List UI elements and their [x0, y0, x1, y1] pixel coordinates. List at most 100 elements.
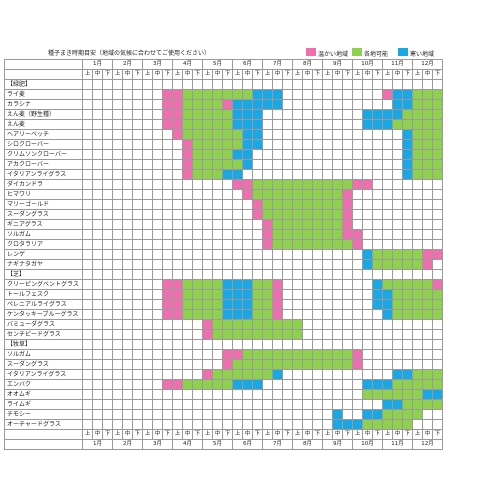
sowing-cell [332, 89, 343, 100]
sowing-cell [412, 169, 423, 180]
sowing-cell [332, 219, 343, 230]
sowing-cell [252, 129, 263, 140]
sowing-cell [402, 79, 413, 90]
sowing-cell [232, 299, 243, 310]
sowing-cell [312, 229, 323, 240]
sowing-cell [182, 319, 193, 330]
sowing-cell [92, 409, 103, 420]
sowing-cell [102, 289, 113, 300]
sowing-cell [162, 159, 173, 170]
sowing-cell [162, 239, 173, 250]
sowing-cell [312, 289, 323, 300]
crop-name: ヘアリーベッチ [4, 129, 83, 140]
period-header: 中 [392, 69, 403, 80]
sowing-cell [122, 329, 133, 340]
sowing-cell [202, 409, 213, 420]
sowing-cell [172, 309, 183, 320]
sowing-cell [262, 319, 273, 330]
sowing-cell [352, 259, 363, 270]
sowing-cell [402, 209, 413, 220]
sowing-cell [142, 319, 153, 330]
sowing-cell [202, 159, 213, 170]
period-header: 上 [352, 69, 363, 80]
sowing-cell [392, 399, 403, 410]
sowing-cell [282, 299, 293, 310]
sowing-cell [402, 269, 413, 280]
sowing-cell [102, 249, 113, 260]
sowing-cell [302, 119, 313, 130]
sowing-cell [132, 179, 143, 190]
sowing-cell [202, 249, 213, 260]
sowing-cell [202, 79, 213, 90]
sowing-cell [422, 239, 433, 250]
sowing-cell [362, 279, 373, 290]
sowing-cell [212, 89, 223, 100]
sowing-cell [272, 359, 283, 370]
sowing-cell [332, 369, 343, 380]
sowing-cell [132, 289, 143, 300]
sowing-cell [282, 319, 293, 330]
sowing-cell [372, 129, 383, 140]
sowing-cell [202, 169, 213, 180]
sowing-cell [92, 389, 103, 400]
sowing-cell [172, 189, 183, 200]
sowing-cell [182, 159, 193, 170]
sowing-cell [92, 199, 103, 210]
sowing-cell [182, 269, 193, 280]
sowing-cell [232, 189, 243, 200]
sowing-cell [312, 379, 323, 390]
sowing-cell [132, 309, 143, 320]
crop-name: エンバク [4, 379, 83, 390]
sowing-cell [352, 99, 363, 110]
sowing-cell [102, 369, 113, 380]
sowing-cell [222, 269, 233, 280]
sowing-cell [272, 369, 283, 380]
sowing-cell [102, 149, 113, 160]
sowing-cell [382, 379, 393, 390]
sowing-cell [112, 199, 123, 210]
sowing-cell [162, 99, 173, 110]
month-header: 8月 [292, 439, 323, 450]
sowing-cell [182, 339, 193, 350]
sowing-cell [372, 89, 383, 100]
sowing-cell [212, 189, 223, 200]
sowing-cell [422, 89, 433, 100]
sowing-cell [192, 229, 203, 240]
sowing-cell [132, 139, 143, 150]
sowing-cell [372, 289, 383, 300]
sowing-cell [362, 219, 373, 230]
sowing-cell [312, 319, 323, 330]
sowing-cell [102, 239, 113, 250]
crop-name: センチピードグラス [4, 329, 83, 340]
sowing-cell [422, 229, 433, 240]
period-header: 下 [372, 69, 383, 80]
sowing-cell [382, 109, 393, 120]
sowing-cell [272, 189, 283, 200]
sowing-cell [122, 89, 133, 100]
month-header: 12月 [412, 59, 443, 70]
sowing-cell [242, 179, 253, 190]
sowing-cell [342, 159, 353, 170]
sowing-cell [262, 89, 273, 100]
sowing-cell [112, 339, 123, 350]
sowing-cell [272, 199, 283, 210]
sowing-cell [362, 299, 373, 310]
sowing-cell [262, 269, 273, 280]
sowing-cell [262, 129, 273, 140]
sowing-cell [252, 289, 263, 300]
sowing-cell [92, 119, 103, 130]
month-header: 12月 [412, 439, 443, 450]
sowing-cell [272, 379, 283, 390]
sowing-cell [362, 139, 373, 150]
period-header: 中 [212, 429, 223, 440]
sowing-cell [282, 369, 293, 380]
sowing-cell [102, 409, 113, 420]
sowing-cell [382, 209, 393, 220]
sowing-cell [82, 139, 93, 150]
sowing-cell [192, 399, 203, 410]
sowing-cell [192, 79, 203, 90]
sowing-cell [302, 169, 313, 180]
sowing-cell [302, 349, 313, 360]
period-header: 下 [342, 69, 353, 80]
sowing-cell [92, 309, 103, 320]
